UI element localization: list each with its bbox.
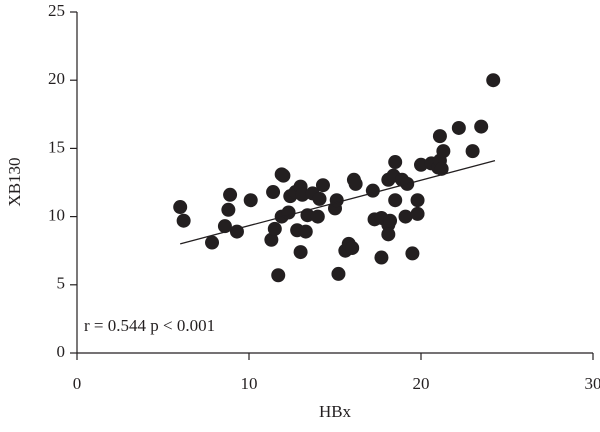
point	[176, 213, 191, 228]
y-tick-label: 15	[48, 137, 65, 156]
point	[348, 176, 363, 191]
x-tick-label: 20	[413, 374, 430, 393]
point	[173, 200, 188, 215]
point	[474, 119, 489, 134]
point	[365, 183, 380, 198]
point	[414, 157, 428, 172]
point	[295, 187, 310, 202]
y-tick-label: 5	[57, 274, 66, 293]
point	[388, 193, 403, 208]
x-tick-label: 30	[585, 374, 600, 393]
point	[388, 155, 403, 170]
point	[271, 268, 286, 283]
point	[331, 266, 346, 281]
x-tick-label: 0	[73, 374, 82, 393]
point	[383, 213, 398, 228]
point	[229, 224, 244, 239]
point	[293, 245, 308, 260]
point	[398, 209, 413, 224]
point	[486, 73, 501, 88]
y-tick-label: 25	[48, 1, 65, 20]
point	[264, 232, 279, 247]
annotation: r = 0.544 p < 0.001	[84, 316, 215, 335]
point	[217, 219, 232, 234]
point	[465, 144, 480, 159]
x-axis-label: HBx	[319, 402, 352, 421]
point	[205, 235, 220, 250]
y-axis-label: XB130	[5, 157, 24, 206]
y-tick-label: 0	[57, 342, 66, 361]
point	[243, 193, 258, 208]
y-tick-label: 20	[48, 69, 65, 88]
point	[329, 193, 344, 208]
point	[267, 221, 282, 236]
point	[451, 120, 466, 135]
point	[281, 205, 296, 220]
point	[310, 209, 325, 224]
point	[432, 129, 447, 144]
point	[315, 178, 330, 193]
y-tick-label: 10	[48, 206, 65, 225]
point	[410, 206, 425, 221]
point	[276, 168, 291, 183]
point	[434, 161, 449, 176]
point	[266, 185, 281, 200]
point	[298, 224, 313, 239]
point	[410, 193, 425, 208]
x-tick-label: 10	[241, 374, 258, 393]
point	[374, 250, 389, 265]
point	[312, 191, 327, 206]
point	[436, 144, 451, 159]
point	[381, 227, 396, 242]
point	[221, 202, 236, 217]
point	[405, 246, 420, 261]
point	[223, 187, 238, 202]
point	[345, 240, 360, 255]
fit-line	[180, 160, 496, 245]
